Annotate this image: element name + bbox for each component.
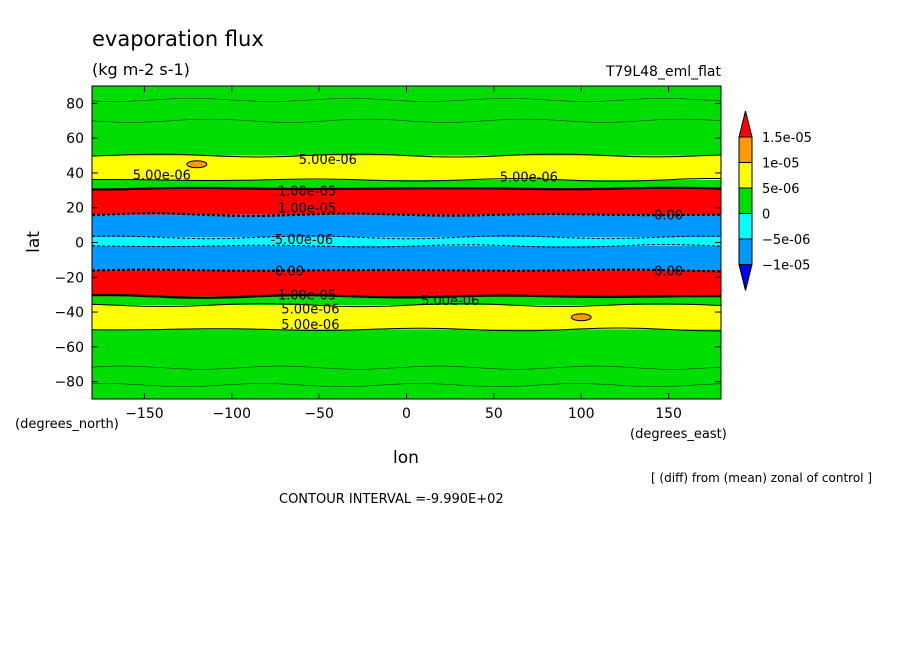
x-tick-label-3: 0: [402, 406, 411, 422]
y-tick-label-0: −80: [54, 375, 84, 391]
contour-label-1: 5.00e-06: [133, 169, 191, 184]
legend-label-1: 1e-05: [762, 157, 800, 172]
local-maximum-0: [186, 160, 208, 169]
contour-line-7: [92, 293, 721, 299]
contour-label-2: 5.00e-06: [500, 170, 558, 185]
contour-label-8: 0.00: [654, 264, 683, 279]
contour-line-2: [92, 186, 721, 191]
x-axis-label: lon: [393, 448, 419, 468]
diff-note: [ (diff) from (mean) zonal of control ]: [651, 471, 872, 485]
band-2: [92, 179, 721, 189]
contour-label-0: 5.00e-06: [299, 153, 357, 168]
legend-label-0: 1.5e-05: [762, 131, 812, 146]
band-6: [92, 245, 721, 271]
y-tick-label-8: 80: [66, 96, 84, 112]
band-3: [92, 188, 721, 215]
y-tick-label-4: 0: [75, 236, 84, 252]
contour-label-11: 5.00e-06: [281, 303, 339, 318]
y-tick-label-3: −20: [54, 270, 84, 286]
y-tick-label-6: 40: [66, 166, 84, 182]
contour-label-3: 1.00e-05: [278, 184, 336, 199]
x-tick-label-2: −50: [304, 406, 334, 422]
contour-lines: [92, 98, 721, 387]
contour-line-1: [92, 177, 721, 182]
x-axis-ticks: −150 −100 −50 0 50 100 150: [125, 86, 682, 422]
contour-label-12: 5.00e-06: [281, 318, 339, 333]
chart-title: evaporation flux: [92, 27, 264, 51]
contour-line-minor-3: [92, 383, 721, 387]
x-tick-label-4: 50: [485, 406, 503, 422]
contour-line-8: [92, 303, 721, 308]
y-tick-label-7: 60: [66, 131, 84, 147]
legend-swatch-5: [738, 238, 753, 265]
chart-units: (kg m-2 s-1): [92, 60, 190, 79]
contour-line-minor-0: [92, 118, 721, 123]
contour-labels: 5.00e-065.00e-06 5.00e-061.00e-051.00e-05…: [133, 153, 683, 333]
y-axis-ticks: −80 −60 −40 −20 0 20 40 60 80: [54, 96, 721, 391]
contour-label-10: 5.00e-06: [421, 294, 479, 309]
x-tick-label-0: −150: [125, 406, 163, 422]
legend-swatch-3: [738, 187, 753, 214]
legend-label-3: 0: [762, 208, 770, 223]
legend-swatch-6: [738, 264, 753, 291]
y-tick-label-2: −40: [54, 305, 84, 321]
legend-label-5: −1e-05: [762, 259, 810, 274]
x-tick-label-6: 150: [655, 406, 682, 422]
contour-line-9: [92, 327, 721, 332]
band-10: [92, 329, 721, 399]
legend-swatch-1: [738, 136, 753, 163]
legend-label-4: −5e-06: [762, 233, 810, 248]
y-tick-label-1: −60: [54, 340, 84, 356]
x-axis-units: (degrees_east): [630, 427, 727, 442]
band-9: [92, 305, 721, 330]
contour-line-0: [92, 153, 721, 158]
local-maxima: [186, 160, 592, 322]
contour-label-9: 1.00e-05: [278, 289, 336, 304]
band-8: [92, 296, 721, 306]
shaded-bands: [92, 86, 721, 399]
x-tick-label-5: 100: [568, 406, 595, 422]
legend-label-2: 5e-06: [762, 182, 800, 197]
band-7: [92, 270, 721, 297]
legend-swatch-0: [738, 110, 753, 138]
legend-swatch-2: [738, 162, 753, 189]
y-axis-units: (degrees_north): [15, 417, 119, 432]
contour-line-minor-2: [92, 98, 721, 102]
run-name: T79L48_eml_flat: [605, 64, 722, 80]
colorbar-legend: 1.5e-05 1e-05 5e-06 0 −5e-06 −1e-05: [738, 110, 812, 291]
contour-line-minor-1: [92, 365, 721, 370]
band-4: [92, 214, 721, 238]
contour-label-6: -5.00e-06: [270, 233, 333, 248]
y-tick-label-5: 20: [66, 201, 84, 217]
local-maximum-1: [570, 313, 592, 322]
legend-swatch-4: [738, 213, 753, 240]
x-tick-label-1: −100: [213, 406, 251, 422]
band-5: [92, 237, 721, 246]
contour-label-7: 0.00: [275, 264, 304, 279]
contour-interval: CONTOUR INTERVAL =-9.990E+02: [279, 492, 504, 507]
contour-label-5: 0.00: [654, 209, 683, 224]
y-axis-label: lat: [24, 231, 44, 253]
contour-label-4: 1.00e-05: [278, 202, 336, 217]
